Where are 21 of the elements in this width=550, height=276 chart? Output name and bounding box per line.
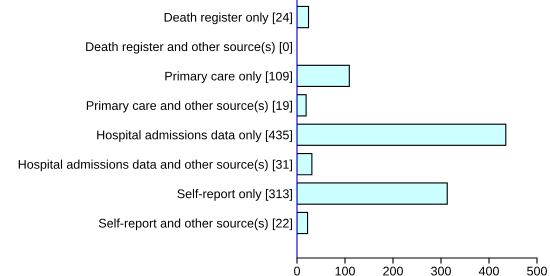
bar xyxy=(297,153,312,176)
x-tick-label: 0 xyxy=(294,266,300,276)
bar xyxy=(297,182,448,205)
bar xyxy=(297,6,310,28)
x-tick-label: 500 xyxy=(527,266,547,276)
bar xyxy=(297,64,350,88)
x-tick-label: 200 xyxy=(383,266,403,276)
y-tick-label: Hospital admissions data only [435] xyxy=(97,130,292,142)
y-tick-label: Self-report and other source(s) [22] xyxy=(98,218,292,230)
y-tick-label: Self-report only [313] xyxy=(177,189,292,201)
x-tick-label: 300 xyxy=(431,266,451,276)
y-tick-label: Death register and other source(s) [0] xyxy=(86,42,292,54)
y-tick-label: Death register only [24] xyxy=(164,12,292,24)
y-tick-label: Hospital admissions data and other source(s) [31] xyxy=(18,160,292,172)
x-tick-label: 400 xyxy=(478,266,499,276)
bar xyxy=(297,94,307,116)
bar xyxy=(297,124,506,146)
x-tick-label: 100 xyxy=(336,266,355,276)
bar xyxy=(297,212,308,234)
y-tick-label: Primary care only [109] xyxy=(165,71,292,84)
y-tick-label: Primary care and other source(s) [19] xyxy=(86,100,292,112)
